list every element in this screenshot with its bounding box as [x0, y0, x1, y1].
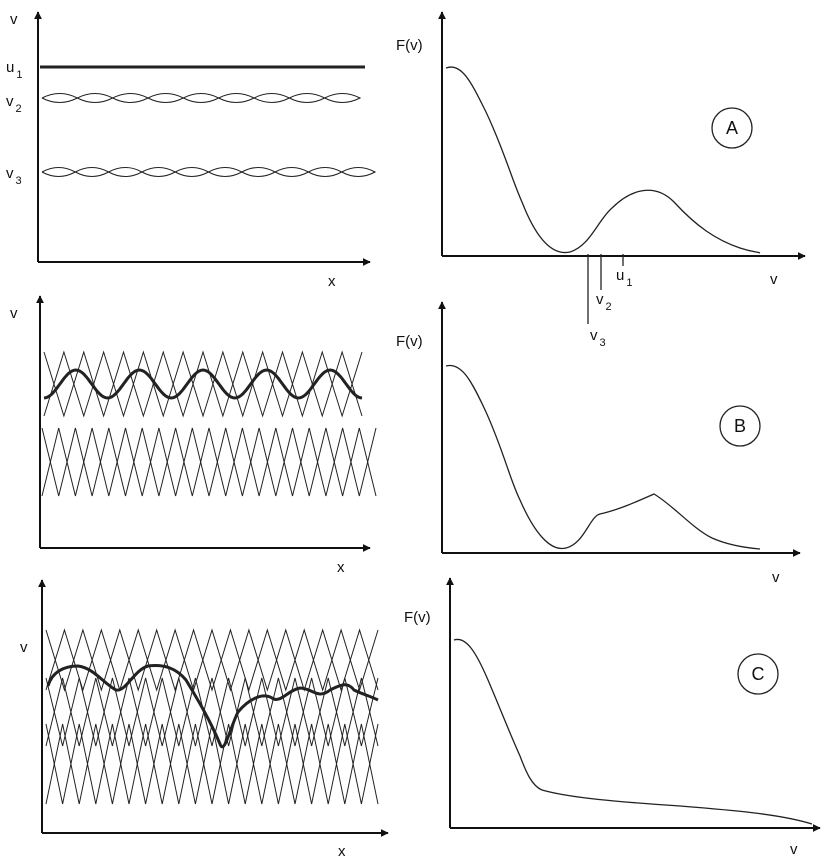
- distribution-curve-b: [445, 364, 761, 550]
- orbit-eye: [41, 167, 77, 177]
- orbit-trajectory: [45, 723, 379, 805]
- turbulent-orbits-c: [45, 628, 379, 805]
- orbit-eye: [147, 93, 185, 103]
- trapped-orbits-lower-b: [41, 427, 377, 497]
- orbit-trajectory: [41, 427, 377, 497]
- orbit-trajectory: [45, 628, 379, 692]
- panel-badge-b-text: B: [734, 416, 746, 436]
- trapped-orbits-v2: [41, 93, 362, 103]
- orbit-trajectory: [43, 350, 363, 418]
- panel-badge-a: [711, 107, 753, 149]
- orbit-trajectory: [45, 677, 379, 747]
- v-axis-label-c: v: [20, 639, 28, 656]
- orbit-eye: [112, 93, 150, 103]
- orbit-eye: [183, 93, 220, 103]
- x-axis-label-a: x: [328, 273, 336, 290]
- trapped-orbits-v3: [41, 167, 377, 177]
- orbit-eye: [241, 167, 277, 177]
- orbit-eye: [308, 167, 343, 177]
- v-axis-dist-label-b: v: [772, 569, 780, 586]
- orbit-eye: [108, 167, 143, 177]
- orbit-trajectory: [45, 628, 379, 692]
- orbit-eye: [218, 93, 256, 103]
- v-axis-dist-label-a: v: [770, 271, 778, 288]
- orbit-trajectory: [45, 723, 379, 805]
- phase-space-panel-c: v x: [20, 579, 389, 858]
- x-axis-label-b: x: [337, 559, 345, 576]
- distribution-panel-c: F(v) v C: [404, 577, 821, 858]
- orbit-eye: [253, 93, 291, 103]
- orbit-eye: [75, 167, 110, 177]
- f-axis-label-a: F(v): [396, 37, 423, 54]
- f-axis-label-b: F(v): [396, 333, 423, 350]
- orbit-trajectory: [45, 677, 379, 747]
- orbit-eye: [141, 167, 177, 177]
- beam-wave-c: [46, 664, 379, 749]
- orbit-eye: [174, 167, 210, 177]
- distribution-curve-c: [453, 638, 813, 825]
- beam-wave-b: [43, 368, 363, 400]
- panel-badge-b: [719, 405, 761, 447]
- orbit-trajectory: [43, 350, 363, 418]
- v-axis-dist-label-c: v: [790, 841, 798, 858]
- f-axis-label-c: F(v): [404, 609, 431, 626]
- orbit-eye: [208, 167, 243, 177]
- orbit-eye: [324, 93, 362, 103]
- panel-badge-c-text: C: [752, 664, 765, 684]
- x-axis-label-c: x: [338, 843, 346, 858]
- trapped-orbits-upper-b: [43, 350, 363, 418]
- orbit-trajectory: [41, 427, 377, 497]
- orbit-eye: [341, 167, 377, 177]
- orbit-eye: [41, 93, 79, 103]
- panel-badge-c: [737, 653, 779, 695]
- distribution-panel-b: F(v) v B: [396, 301, 801, 586]
- phase-space-panel-b: v x: [10, 295, 377, 576]
- orbit-eye: [77, 93, 114, 103]
- v-axis-label-a: v: [10, 11, 18, 28]
- panel-badge-a-text: A: [726, 118, 738, 138]
- orbit-eye: [274, 167, 310, 177]
- v-axis-label-b: v: [10, 305, 18, 322]
- orbit-eye: [289, 93, 326, 103]
- distribution-curve-a: [445, 66, 761, 254]
